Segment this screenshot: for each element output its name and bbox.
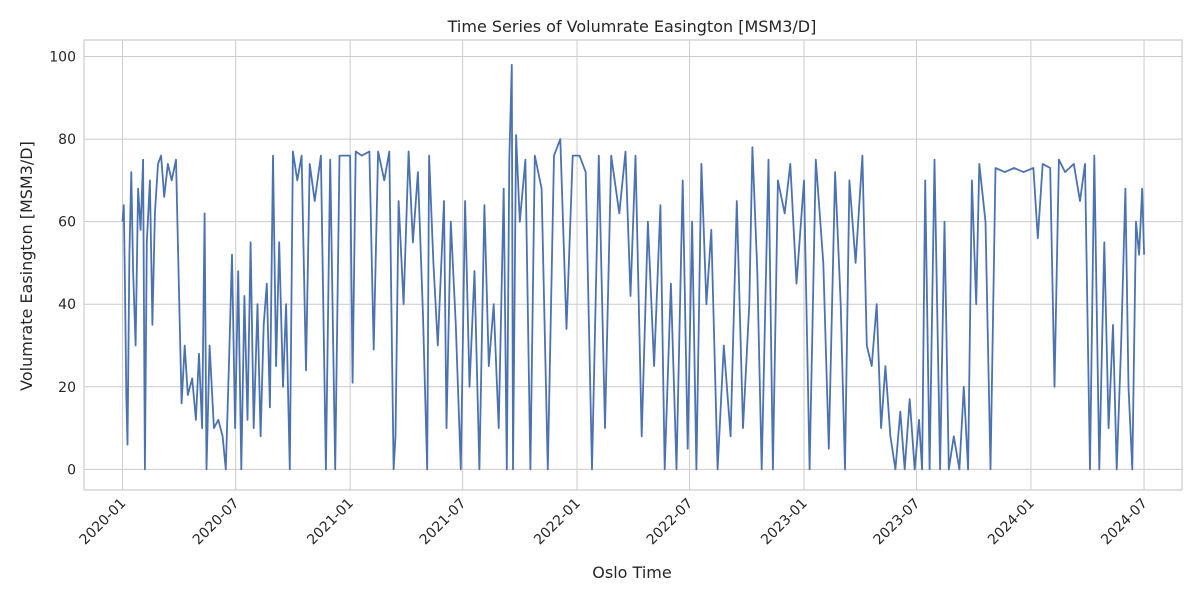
series-line — [121, 63, 1145, 471]
plot-frame — [83, 39, 1183, 491]
x-tick-label: 2021-07 — [417, 496, 470, 549]
x-tick-label: 2021-01 — [304, 496, 357, 549]
y-tick-label: 40 — [58, 297, 76, 313]
x-tick-labels: 2020-01 2020-07 2021-01 2021-07 2022-01 2022-… — [77, 496, 1151, 549]
y-tick-label: 60 — [58, 215, 76, 231]
x-tick-label: 2023-07 — [871, 496, 924, 549]
x-axis-title: Oslo Time — [592, 563, 671, 582]
chart-title: Time Series of Volumrate Easington [MSM3… — [447, 17, 817, 36]
x-tick-label: 2022-07 — [644, 496, 697, 549]
data-series — [121, 63, 1145, 471]
y-axis-title: Volumrate Easington [MSM3/D] — [17, 141, 36, 391]
y-tick-label: 20 — [58, 380, 76, 396]
x-tick-label: 2024-07 — [1098, 496, 1151, 549]
x-tick-label: 2020-07 — [190, 496, 243, 549]
y-tick-labels: 0 20 40 60 80 100 — [49, 50, 76, 479]
x-tick-label: 2023-01 — [758, 496, 811, 549]
x-tick-label: 2022-01 — [531, 496, 584, 549]
y-tick-label: 0 — [67, 462, 76, 478]
y-tick-label: 100 — [49, 50, 76, 66]
grid-lines — [84, 40, 1182, 490]
y-tick-label: 80 — [58, 132, 76, 148]
x-tick-label: 2020-01 — [77, 496, 130, 549]
x-tick-label: 2024-01 — [985, 496, 1038, 549]
